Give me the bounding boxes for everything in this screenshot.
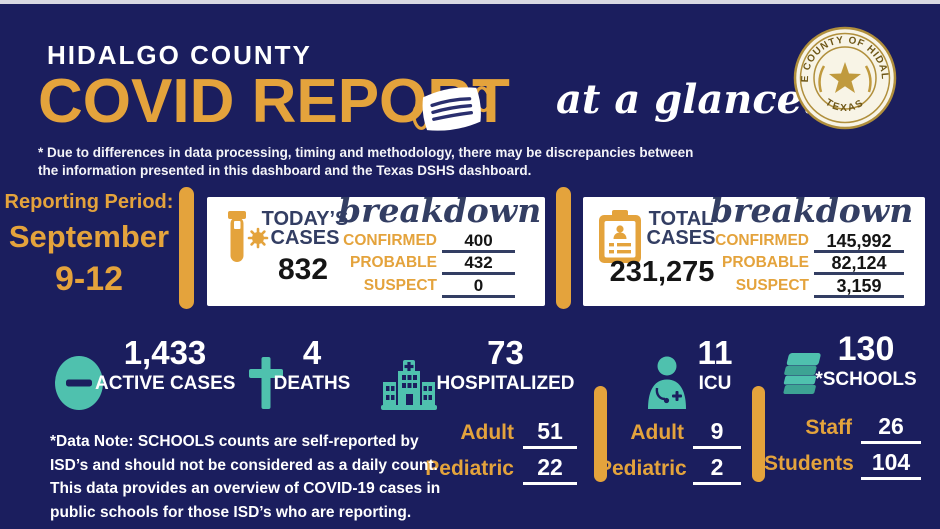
data-note-line: public schools for those ISD’s who are r…: [50, 503, 412, 521]
icu-breakdown: Adult 9 Pediatric 2: [598, 418, 741, 485]
breakdown-row-label: SUSPECT: [363, 276, 437, 294]
breakdown-row-label: PROBABLE: [350, 254, 437, 271]
schools-label: *SCHOOLS: [815, 369, 917, 390]
separator-bar: [752, 386, 765, 482]
breakdown-row: PROBABLE 82,124: [709, 253, 904, 275]
data-note-line: ISD’s and should not be considered as a …: [50, 456, 438, 474]
schools-breakdown: Staff 26 Students 104: [764, 413, 921, 480]
total-cases-total: 231,275: [609, 256, 715, 288]
books-icon: [768, 350, 824, 413]
icu-value: 11: [697, 334, 733, 371]
tagline: at a glance..: [556, 76, 830, 123]
breakdown-heading: breakdown: [710, 191, 914, 230]
breakdown-row-value: 400: [442, 231, 515, 253]
separator-bar: [179, 187, 194, 309]
hospitalized-breakdown: Adult 51 Pediatric 22: [414, 418, 577, 485]
county-name: HIDALGO COUNTY: [47, 40, 312, 70]
hospitalized-value: 73: [487, 334, 524, 371]
breakdown-row-value: 145,992: [814, 232, 904, 253]
breakdown-row-value: 0: [442, 276, 515, 298]
breakdown-row: CONFIRMED 145,992: [709, 230, 904, 253]
breakdown-row: SUSPECT 3,159: [709, 275, 904, 298]
deaths-label: DEATHS: [273, 373, 351, 394]
reporting-period-label: Reporting Period:: [4, 191, 174, 213]
breakdown-row: CONFIRMED 400: [338, 230, 515, 253]
breakdown-row-value: 3,159: [814, 277, 904, 298]
total-cases-card: TOTAL CASES 231,275 breakdown CONFIRMED …: [583, 191, 925, 306]
hospital-icon: [381, 360, 437, 415]
todays-cases-card: TODAY’S CASES 832 breakdown CONFIRMED 40…: [207, 191, 545, 306]
cross-icon: [248, 357, 284, 414]
deaths-value: 4: [302, 334, 322, 371]
reporting-period-days: 9-12: [54, 260, 124, 298]
top-border-strip: [0, 0, 940, 4]
stat-icu: 11 ICU: [680, 336, 750, 395]
separator-bar: [556, 187, 571, 309]
stat-active-cases: 1,433 ACTIVE CASES: [95, 336, 235, 395]
data-note-line: *Data Note: SCHOOLS counts are self-repo…: [50, 433, 419, 450]
hospitalized-label: HOSPITALIZED: [436, 373, 575, 394]
test-tube-icon: [220, 210, 270, 269]
county-seal-icon: THE COUNTY OF HIDALGO TEXAS: [789, 18, 897, 135]
total-cases-title: TOTAL CASES: [646, 208, 716, 249]
breakdown-row-label: PROBABLE: [722, 254, 809, 271]
breakdown-row-value: 432: [442, 254, 515, 275]
todays-cases-title: TODAY’S CASES: [261, 208, 349, 249]
active-cases-value: 1,433: [123, 334, 207, 371]
separator-bar: [594, 386, 607, 482]
disclaimer-line-1: * Due to differences in data processing,…: [38, 145, 694, 160]
clipboard-icon: [596, 210, 644, 269]
stat-schools: 130 *SCHOOLS: [812, 332, 920, 391]
breakdown-row: PROBABLE 432: [338, 253, 515, 275]
disclaimer: * Due to differences in data processing,…: [38, 144, 693, 180]
seal-bottom-text: TEXAS: [823, 97, 864, 114]
face-mask-icon: [409, 77, 496, 145]
svg-text:TEXAS: TEXAS: [823, 97, 866, 114]
breakdown-row: SUSPECT 0: [338, 275, 515, 298]
breakdown-row-label: CONFIRMED: [715, 231, 809, 249]
reporting-period: Reporting Period: September 9-12: [0, 191, 178, 299]
icu-label: ICU: [698, 373, 732, 394]
breakdown-row-label: SUSPECT: [735, 276, 809, 294]
minus-circle-icon: [55, 356, 103, 415]
todays-breakdown-rows: CONFIRMED 400 PROBABLE 432 SUSPECT 0: [338, 230, 515, 298]
reporting-period-month: September: [8, 219, 170, 254]
stat-hospitalized: 73 HOSPITALIZED: [428, 336, 583, 395]
breakdown-heading: breakdown: [338, 191, 542, 230]
stat-deaths: 4 DEATHS: [262, 336, 362, 395]
total-breakdown-rows: CONFIRMED 145,992 PROBABLE 82,124 SUSPEC…: [709, 230, 904, 298]
breakdown-row-value: 82,124: [814, 254, 904, 275]
data-note-line: This data provides an overview of COVID-…: [50, 480, 441, 497]
breakdown-row-label: CONFIRMED: [343, 231, 437, 249]
disclaimer-line-2: the information presented in this dashbo…: [38, 163, 532, 178]
todays-cases-total: 832: [277, 253, 329, 286]
data-note: *Data Note: SCHOOLS counts are self-repo…: [50, 430, 440, 524]
doctor-icon: [643, 355, 691, 414]
schools-value: 130: [837, 330, 895, 368]
active-cases-label: ACTIVE CASES: [95, 373, 236, 394]
